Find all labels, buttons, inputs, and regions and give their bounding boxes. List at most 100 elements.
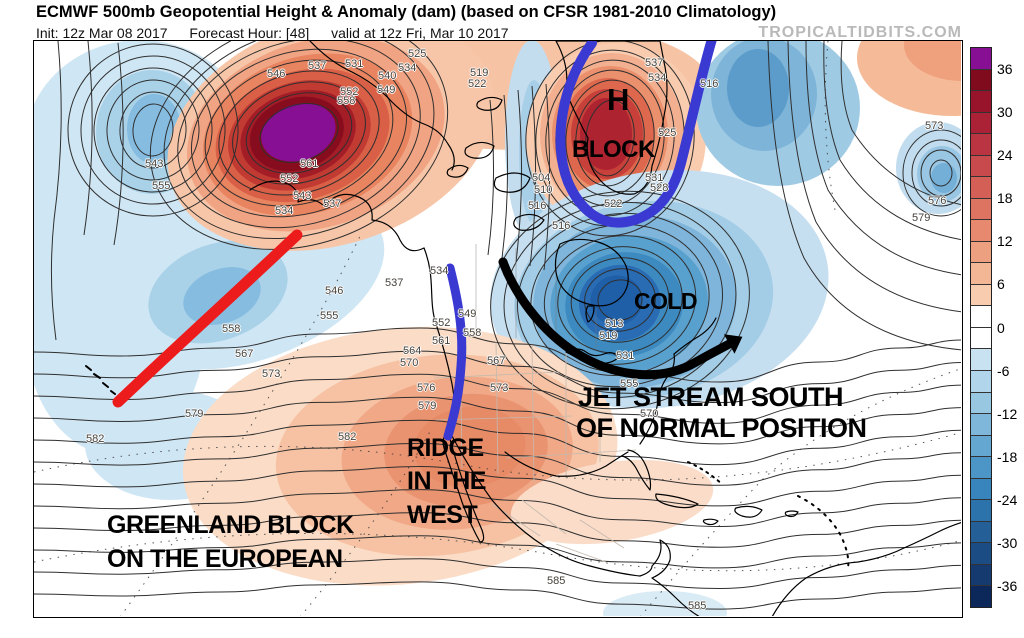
forecast-map: 543 555 546 537 561 552 543 537 534 525 531 534 540 5…: [33, 40, 963, 618]
height-contour: [911, 139, 961, 207]
height-contour: [259, 103, 339, 163]
contour-label: 516: [528, 200, 547, 212]
colorbar-tick-label: -30: [997, 535, 1018, 552]
height-contour: [34, 535, 961, 569]
contour-label: 555: [152, 180, 171, 192]
colorbar-tick-label: 36: [997, 60, 1013, 77]
colorbar-cell: [971, 305, 991, 327]
colorbar-cell: [971, 154, 991, 177]
contour-label: 579: [185, 408, 204, 420]
height-contour: [177, 41, 421, 229]
contour-label: 552: [340, 86, 359, 98]
contour-label: 576: [417, 382, 436, 394]
height-contour: [119, 91, 187, 169]
height-contour: [490, 190, 750, 410]
contour-label: 528: [650, 182, 669, 194]
contour-label: 576: [928, 195, 947, 207]
height-contour: [34, 489, 961, 528]
init-time: Init: 12z Mar 08 2017: [36, 25, 168, 41]
contour-label: 549: [377, 84, 396, 96]
height-contour: [245, 92, 353, 174]
colorbar-cell: [971, 240, 991, 263]
map-canvas: [34, 41, 961, 616]
site-watermark: TROPICALTIDBITS.COM: [758, 24, 962, 41]
contour-label: 522: [604, 198, 623, 210]
contour-label: 531: [645, 172, 664, 184]
height-contour: [929, 159, 953, 187]
contour-label: 516: [700, 78, 719, 90]
height-contour: [34, 442, 961, 486]
colorbar-cell: [971, 176, 991, 198]
height-contour: [525, 41, 695, 237]
contour-label: 546: [325, 285, 344, 297]
colorbar-cell: [971, 499, 991, 521]
graticule-lines: [34, 41, 961, 616]
colorbar-tick-label: -24: [997, 492, 1018, 509]
height-contours-zonal: [34, 327, 961, 610]
contour-label: 573: [262, 368, 281, 380]
colorbar-tick-label: -12: [997, 405, 1018, 422]
contour-label: 585: [688, 600, 707, 612]
ridge-label-line3: WEST: [407, 501, 478, 529]
height-contour: [190, 48, 408, 218]
colorbar-cell: [971, 520, 991, 543]
contour-label: 513: [605, 318, 624, 330]
colorbar-tick-label: -6: [997, 362, 1010, 379]
red-trough-line: [112, 229, 303, 408]
height-contour: [132, 103, 174, 157]
colorbar-tick-label: -36: [997, 578, 1018, 595]
contour-label: 561: [432, 335, 451, 347]
high-label: H: [607, 82, 629, 117]
colorbar-cell: [971, 456, 991, 478]
contour-label: 552: [280, 173, 299, 185]
jet-arrowhead: [723, 334, 743, 354]
ridge-label-line1: RIDGE: [407, 434, 484, 462]
anomaly-colorbar: [970, 47, 992, 608]
contour-label: 531: [345, 58, 364, 70]
contour-label: 570: [640, 408, 659, 420]
contour-label: 525: [658, 127, 677, 139]
contour-label: 525: [408, 48, 427, 60]
colorbar-cell: [971, 477, 991, 500]
contour-label: 534: [275, 205, 294, 217]
contour-label: 585: [547, 575, 566, 587]
colorbar-cell: [971, 326, 991, 349]
contour-label: 558: [463, 327, 482, 339]
colorbar-cell: [971, 219, 991, 241]
height-contours-extra: [50, 41, 961, 351]
height-contour: [80, 55, 226, 205]
height-contour: [218, 70, 380, 196]
contour-label: 534: [430, 265, 449, 277]
greenland-label-line1: GREENLAND BLOCK: [107, 511, 354, 539]
contour-label: 555: [320, 310, 339, 322]
contour-label: 570: [400, 357, 419, 369]
colorbar-tick-label: 18: [997, 190, 1013, 207]
height-contour: [34, 350, 961, 404]
height-contour: [902, 129, 961, 217]
colorbar-cell: [971, 48, 991, 69]
height-contour: [106, 79, 200, 181]
jet-label-line2: OF NORMAL POSITION: [576, 413, 867, 443]
height-contour: [34, 373, 961, 424]
height-contour: [34, 327, 961, 383]
height-contour: [67, 43, 239, 217]
contour-label: 537: [323, 198, 342, 210]
colorbar-tick-label: 30: [997, 103, 1013, 120]
page-title: ECMWF 500mb Geopotential Height & Anomal…: [36, 3, 777, 21]
contour-label: 537: [308, 60, 327, 72]
contour-label: 561: [300, 158, 319, 170]
height-contour: [204, 59, 394, 207]
contour-label: 582: [86, 433, 105, 445]
contour-label: 582: [338, 431, 357, 443]
contour-label: 504: [532, 172, 551, 184]
height-contour: [93, 67, 213, 193]
greenland-label-line2: ON THE EUROPEAN: [107, 545, 343, 573]
anomaly-fills: [34, 41, 961, 616]
colorbar-cell: [971, 585, 991, 607]
height-contour: [920, 149, 961, 197]
height-contour: [597, 279, 643, 321]
contour-label: 567: [235, 348, 254, 360]
run-info: Init: 12z Mar 08 2017 Forecast Hour: [48…: [36, 25, 527, 41]
valid-time: valid at 12z Fri, Mar 10 2017: [331, 25, 509, 41]
